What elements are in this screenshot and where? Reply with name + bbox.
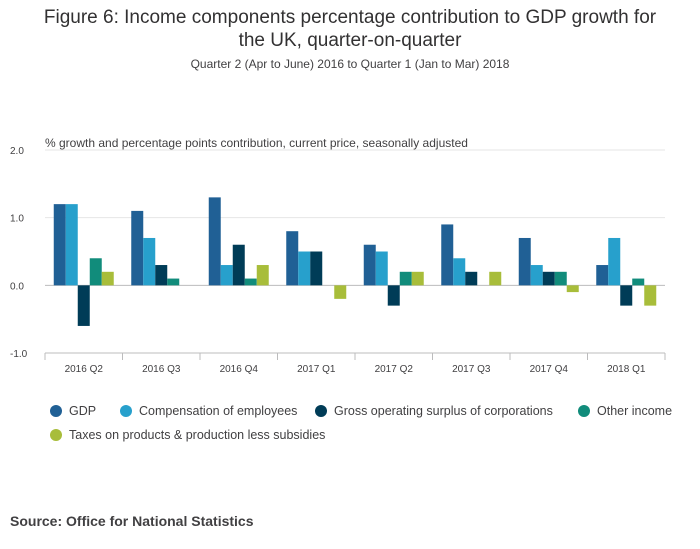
bar bbox=[89, 258, 102, 286]
bar bbox=[363, 244, 376, 286]
bar bbox=[644, 285, 657, 306]
bar bbox=[77, 285, 90, 326]
bar bbox=[101, 271, 114, 286]
source-note: Source: Office for National Statistics bbox=[10, 513, 254, 529]
y-tick-label: 1.0 bbox=[10, 214, 24, 225]
y-tick-label: 0.0 bbox=[10, 281, 24, 292]
bar bbox=[465, 271, 478, 286]
legend-label: Compensation of employees bbox=[139, 404, 298, 418]
legend-swatch bbox=[578, 405, 590, 417]
legend-swatch bbox=[120, 405, 132, 417]
bar bbox=[387, 285, 400, 306]
bar bbox=[399, 271, 412, 286]
legend-item: Other income bbox=[578, 404, 672, 418]
legend-swatch bbox=[50, 405, 62, 417]
bar bbox=[566, 285, 579, 293]
legend-item: Taxes on products & production less subs… bbox=[50, 428, 325, 442]
bar bbox=[232, 244, 245, 286]
legend-label: Gross operating surplus of corporations bbox=[334, 404, 553, 418]
bar bbox=[530, 265, 543, 286]
legend-item: Gross operating surplus of corporations bbox=[315, 404, 553, 418]
bar bbox=[620, 285, 633, 306]
x-tick-label: 2016 Q4 bbox=[220, 364, 259, 375]
y-axis-label: % growth and percentage points contribut… bbox=[45, 136, 468, 150]
chart-subtitle: Quarter 2 (Apr to June) 2016 to Quarter … bbox=[190, 57, 510, 71]
bar bbox=[208, 197, 221, 286]
chart-title: Figure 6: Income components percentage c… bbox=[0, 6, 700, 52]
bar bbox=[167, 278, 180, 286]
bar bbox=[65, 204, 78, 286]
x-tick-label: 2017 Q1 bbox=[297, 364, 336, 375]
legend-label: Other income bbox=[597, 404, 673, 418]
bar bbox=[310, 251, 323, 286]
bar bbox=[220, 265, 233, 286]
legend-item: GDP bbox=[50, 404, 96, 418]
x-tick-label: 2018 Q1 bbox=[607, 364, 646, 375]
legend-label: GDP bbox=[69, 404, 97, 418]
bar bbox=[143, 237, 156, 286]
bar bbox=[608, 237, 621, 286]
bar bbox=[596, 265, 609, 286]
bar bbox=[298, 251, 311, 286]
x-tick-label: 2017 Q4 bbox=[530, 364, 569, 375]
y-tick-label: 2.0 bbox=[10, 146, 24, 157]
bar bbox=[453, 258, 466, 286]
bar bbox=[286, 231, 299, 286]
legend-swatch bbox=[315, 405, 327, 417]
bar bbox=[244, 278, 257, 286]
bar bbox=[411, 271, 424, 286]
y-tick-label: -1.0 bbox=[10, 349, 28, 360]
bar bbox=[131, 210, 144, 286]
x-tick-label: 2017 Q3 bbox=[452, 364, 491, 375]
legend-label: Taxes on products & production less subs… bbox=[69, 428, 326, 442]
bar bbox=[489, 271, 502, 286]
x-tick-label: 2016 Q2 bbox=[65, 364, 104, 375]
bar bbox=[632, 278, 645, 286]
x-tick-label: 2016 Q3 bbox=[142, 364, 181, 375]
x-tick-label: 2017 Q2 bbox=[375, 364, 414, 375]
legend-item: Compensation of employees bbox=[120, 404, 297, 418]
bar bbox=[518, 237, 531, 286]
bar bbox=[441, 224, 454, 286]
legend-swatch bbox=[50, 429, 62, 441]
bar bbox=[256, 265, 269, 286]
chart-title-line-2: the UK, quarter-on-quarter bbox=[238, 30, 462, 51]
bar bbox=[542, 271, 555, 286]
chart-title-line-1: Figure 6: Income components percentage c… bbox=[43, 7, 657, 28]
bar bbox=[334, 285, 347, 299]
bar bbox=[375, 251, 388, 286]
bar bbox=[53, 204, 66, 286]
bar bbox=[554, 271, 567, 286]
bar bbox=[155, 265, 168, 286]
